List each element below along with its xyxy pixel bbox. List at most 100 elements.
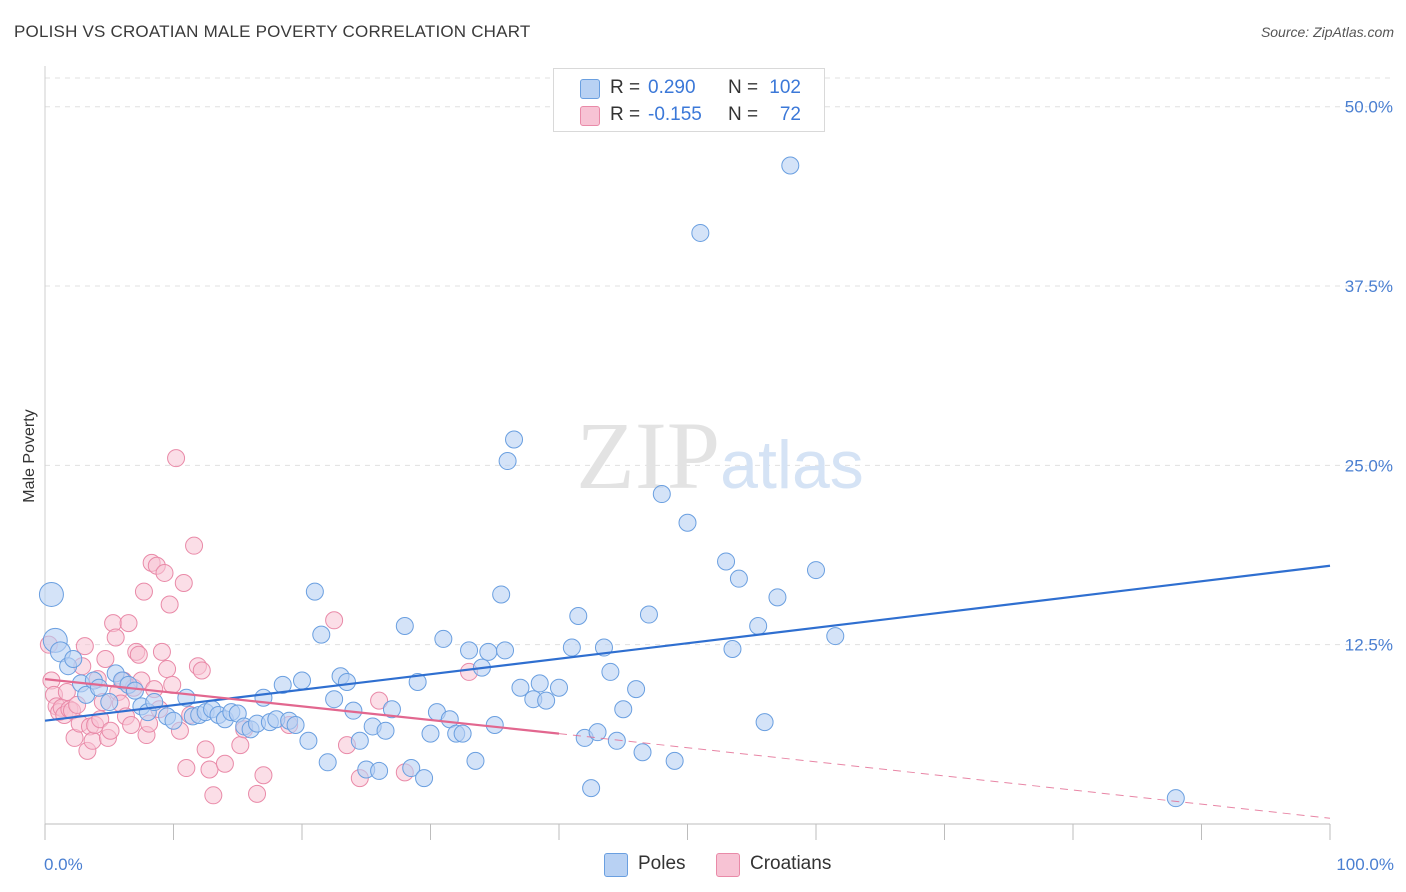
croatians-point — [158, 660, 177, 679]
poles-point — [38, 581, 64, 607]
poles-point — [460, 641, 479, 660]
y-tick-label: 37.5% — [1345, 277, 1393, 296]
poles-point — [807, 561, 825, 580]
croatians-point — [370, 691, 389, 710]
poles-legend-swatch — [604, 853, 628, 877]
r-value: 0.290 — [648, 77, 696, 98]
poles-point — [755, 713, 774, 732]
poles-point — [434, 629, 453, 648]
croatians-point — [174, 573, 193, 592]
poles-point — [479, 642, 498, 661]
poles-point — [100, 693, 119, 712]
poles-point — [614, 700, 633, 719]
poles-point — [652, 485, 671, 504]
poles-point — [492, 585, 511, 604]
poles-point — [749, 617, 768, 636]
croatians-point — [177, 759, 196, 778]
poles-point — [125, 681, 144, 700]
poles-point — [768, 588, 787, 607]
poles-point — [293, 671, 311, 690]
croatians-point — [57, 683, 76, 702]
croatians-point — [106, 628, 125, 647]
poles-point — [691, 223, 710, 242]
poles-point — [826, 627, 845, 646]
croatians-point — [231, 736, 250, 755]
poles-point — [550, 678, 568, 697]
poles-trend-line — [44, 564, 1331, 722]
croatians-point — [152, 642, 171, 661]
poles-point — [273, 675, 292, 694]
n-value: 102 — [769, 77, 801, 98]
poles-point — [723, 639, 742, 658]
croatians-point — [119, 614, 138, 633]
croatians-point — [185, 536, 204, 555]
poles-swatch — [580, 79, 600, 99]
poles-point — [395, 617, 414, 636]
croatians-point — [192, 661, 211, 680]
croatians-point — [122, 716, 141, 735]
axes — [44, 66, 1331, 840]
croatians-point — [163, 675, 182, 694]
poles-point — [286, 716, 305, 735]
chart-title: POLISH VS CROATIAN MALE POVERTY CORRELAT… — [14, 22, 531, 41]
poles-point — [505, 430, 524, 449]
croatians-trend-extension — [558, 733, 1331, 819]
poles-point — [562, 638, 581, 657]
poles-point — [569, 606, 588, 625]
y-tick-label: 12.5% — [1345, 636, 1393, 655]
croatians-point — [75, 637, 94, 656]
croatians-point — [204, 786, 223, 805]
poles-point — [607, 731, 626, 750]
n-label: N = — [728, 104, 759, 125]
poles-point — [370, 761, 389, 780]
croatians-trend-line — [44, 678, 560, 735]
poles-point — [408, 672, 427, 691]
poles-point — [64, 650, 83, 669]
poles-point — [485, 716, 504, 735]
poles-point — [717, 552, 736, 571]
croatians-point — [134, 582, 153, 601]
croatians-point — [325, 611, 344, 630]
poles-point — [511, 678, 530, 697]
croatians-point — [129, 645, 148, 664]
poles-series — [38, 156, 1185, 808]
correlation-legend: R = 0.290 N = 102 R = -0.155 N = 72 — [553, 68, 825, 132]
croatians-point — [101, 721, 120, 740]
r-label: R = — [610, 77, 641, 98]
trend-lines — [44, 564, 1331, 819]
poles-point — [601, 662, 620, 681]
croatians-point — [254, 766, 273, 785]
poles-point — [678, 513, 697, 532]
poles-point — [781, 156, 800, 175]
legend-row-croatians: R = -0.155 N = 72 — [554, 102, 824, 128]
poles-point — [627, 680, 646, 699]
poles-point — [312, 625, 331, 644]
poles-point — [89, 678, 108, 697]
poles-point — [639, 605, 658, 624]
legend-row-poles: R = 0.290 N = 102 — [554, 75, 824, 101]
y-tick-label: 50.0% — [1345, 98, 1393, 117]
poles-legend-label: Poles — [638, 853, 686, 874]
poles-point — [537, 691, 556, 710]
n-value: 72 — [779, 104, 801, 125]
croatians-point — [200, 760, 219, 779]
croatians-point — [196, 740, 215, 759]
poles-point — [376, 721, 395, 740]
poles-point — [582, 779, 601, 798]
poles-point — [421, 724, 440, 743]
poles-point — [498, 452, 517, 471]
y-axis-label: Male Poverty — [21, 409, 38, 502]
croatians-point — [248, 784, 267, 803]
croatians-legend-swatch — [716, 853, 740, 877]
poles-point — [633, 743, 652, 762]
poles-point — [164, 711, 183, 730]
poles-point — [350, 731, 369, 750]
croatians-point — [160, 595, 179, 614]
poles-point — [729, 569, 748, 588]
croatians-point — [83, 731, 102, 750]
poles-point — [496, 641, 515, 660]
poles-point — [530, 674, 549, 693]
poles-point — [588, 723, 607, 742]
poles-point — [305, 582, 324, 601]
